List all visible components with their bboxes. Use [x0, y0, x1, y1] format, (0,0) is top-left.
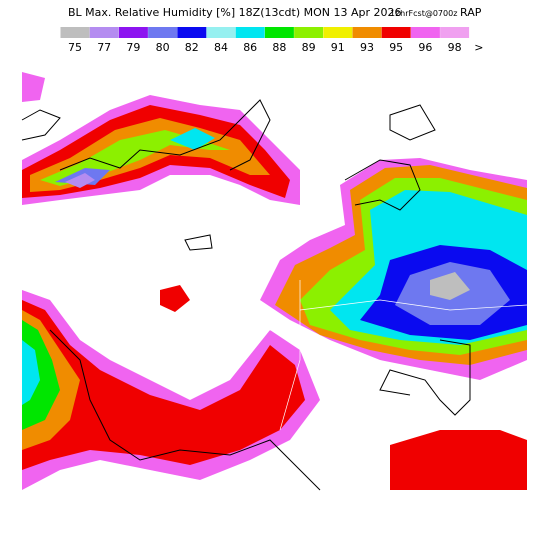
legend-swatch — [177, 27, 207, 38]
legend-label: 98 — [448, 41, 462, 54]
legend-label: 82 — [185, 41, 199, 54]
legend-swatch — [294, 27, 324, 38]
legend-label: 96 — [418, 41, 432, 54]
legend-swatch — [264, 27, 294, 38]
legend-label: 91 — [331, 41, 345, 54]
forecast-label: 12hrFcst@0700z — [390, 9, 457, 18]
legend-swatch — [60, 27, 90, 38]
legend-label: 79 — [126, 41, 140, 54]
map — [20, 68, 528, 491]
legend-label: 93 — [360, 41, 374, 54]
legend-swatch — [381, 27, 411, 38]
legend-label: 95 — [389, 41, 403, 54]
legend-label: 89 — [302, 41, 316, 54]
legend-swatch — [118, 27, 148, 38]
legend-swatch — [206, 27, 236, 38]
legend-label: 84 — [214, 41, 228, 54]
legend-swatch — [148, 27, 178, 38]
legend-label: 80 — [156, 41, 170, 54]
legend-label: 77 — [97, 41, 111, 54]
legend: 75 77 79 80 82 84 86 88 89 91 93 95 96 98 > — [60, 27, 483, 54]
legend-overflow: > — [474, 41, 483, 54]
legend-label: 88 — [272, 41, 286, 54]
legend-swatch — [89, 27, 119, 38]
legend-swatch — [235, 27, 265, 38]
legend-swatch — [323, 27, 353, 38]
legend-label: 75 — [68, 41, 82, 54]
legend-swatch — [410, 27, 440, 38]
legend-swatch — [440, 27, 470, 38]
legend-swatch — [352, 27, 382, 38]
title: BL Max. Relative Humidity [%] 18Z(13cdt)… — [68, 6, 402, 19]
legend-label: 86 — [243, 41, 257, 54]
model-label: RAP — [460, 6, 482, 19]
